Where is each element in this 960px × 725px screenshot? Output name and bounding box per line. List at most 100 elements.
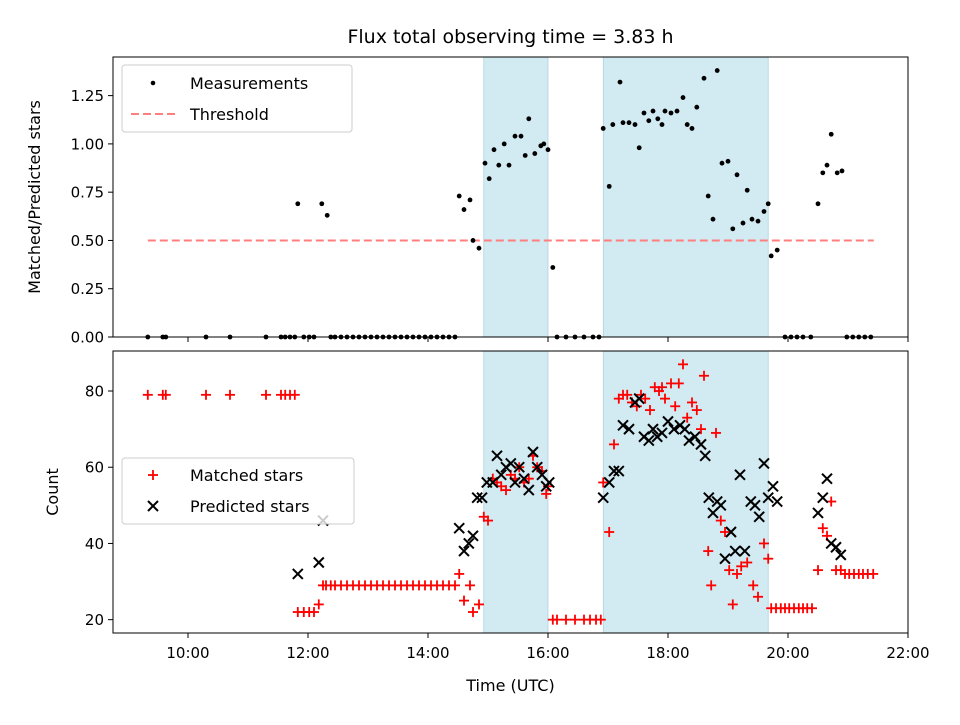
x-stroke-b <box>467 530 479 542</box>
time-x-tick-label: 16:00 <box>526 644 569 662</box>
predicted-star-point <box>623 423 635 435</box>
predicted-star-point <box>467 530 479 542</box>
x-stroke-b <box>767 480 779 492</box>
matched-star-point <box>736 561 747 572</box>
x-stroke-b <box>491 450 503 462</box>
measurement-point <box>632 122 638 127</box>
measurement-point <box>701 75 707 81</box>
matched-star-point <box>309 607 319 618</box>
matched-star-point <box>598 477 609 488</box>
matched-star-point <box>657 382 667 393</box>
measurement-point <box>506 162 512 168</box>
matched-star-point <box>468 607 478 618</box>
predicted-star-point <box>292 568 304 580</box>
measurement-point <box>705 193 711 199</box>
matched-star-point <box>678 359 688 370</box>
measurement-point <box>710 216 716 222</box>
predicted-star-point <box>513 461 525 473</box>
matched-star-point <box>465 580 475 591</box>
measurement-point <box>522 153 528 158</box>
matched-star-point <box>450 580 460 591</box>
ratio-panel-frame <box>112 56 909 338</box>
predicted-star-point <box>749 499 761 512</box>
ratio-legend-box <box>121 64 353 133</box>
measurement-point <box>674 108 680 114</box>
x-stroke-b <box>734 469 746 481</box>
predicted-star-point <box>543 476 555 489</box>
matched-star-point <box>570 614 580 625</box>
measurement-point <box>820 170 826 176</box>
predicted-star-point <box>527 446 539 458</box>
observing-windows-top <box>483 56 769 338</box>
x-stroke-b <box>683 434 695 447</box>
time-x-tick-label: 14:00 <box>406 644 449 662</box>
measurement-point <box>740 220 746 226</box>
legend-threshold-label: Threshold <box>189 105 269 124</box>
predicted-star-point <box>689 431 701 443</box>
measurement-point <box>295 201 301 207</box>
measurement-point <box>550 265 556 270</box>
measurement-point <box>617 79 623 85</box>
x-stroke-b <box>509 476 521 489</box>
time-x-tick-label: 20:00 <box>766 644 809 662</box>
predicted-star-point <box>495 469 507 481</box>
predicted-star-point <box>695 438 707 451</box>
chart-title: Flux total observing time = 3.83 h <box>347 26 673 48</box>
matched-star-point <box>691 405 702 416</box>
predicted-star-point <box>613 465 625 477</box>
x-stroke-b <box>597 492 609 504</box>
x-stroke-b <box>725 526 737 538</box>
matched-star-point <box>660 393 670 404</box>
x-stroke-b <box>608 465 620 477</box>
x-stroke-b <box>292 568 304 580</box>
predicted-star-point <box>662 415 674 428</box>
x-stroke-b <box>476 492 488 504</box>
predicted-star-point <box>518 472 530 485</box>
measurement-point <box>512 133 518 139</box>
measurement-point <box>655 116 661 122</box>
matched-star-point <box>622 389 633 400</box>
x-stroke-b <box>463 537 475 550</box>
predicted-star-point <box>719 552 731 565</box>
matched-star-point <box>711 427 721 438</box>
measurement-point <box>719 160 725 166</box>
matched-star-point <box>703 546 714 557</box>
time-x-tick-label: 10:00 <box>166 644 209 662</box>
x-stroke-b <box>603 476 615 489</box>
predicted-star-point <box>463 537 475 550</box>
x-stroke-b <box>536 469 548 481</box>
measurement-point <box>755 218 761 224</box>
x-stroke-b <box>699 450 711 462</box>
x-stroke-b <box>830 541 842 553</box>
x-stroke-b <box>729 545 741 557</box>
predicted-star-point <box>729 545 741 557</box>
legend-measurements-label: Measurements <box>190 74 308 93</box>
time-x-axis-label: Time (UTC) <box>465 676 554 695</box>
x-stroke-b <box>739 545 751 557</box>
count-panel-frame <box>112 350 909 634</box>
legend-plus-marker <box>148 470 158 480</box>
measurement-point <box>828 131 834 137</box>
ratio-y-ticks: 0.00 0.25 0.50 0.75 1.00 1.25 <box>71 87 113 347</box>
x-stroke-b <box>771 495 783 508</box>
ratio-y-tick-label: 0.50 <box>71 232 104 250</box>
x-stroke-b <box>531 461 543 473</box>
predicted-star-point <box>617 419 629 432</box>
predicted-star-point <box>531 461 543 473</box>
predicted-star-point <box>523 484 535 496</box>
x-stroke-b <box>458 545 470 557</box>
matched-star-point <box>687 397 697 408</box>
ratio-y-tick-label: 0.25 <box>71 280 104 298</box>
predicted-star-point <box>471 492 483 504</box>
matched-star-point <box>604 527 615 538</box>
measurement-point <box>324 212 330 218</box>
measurement-point <box>646 118 652 124</box>
measurement-point <box>636 145 642 151</box>
measurement-point <box>659 122 665 127</box>
x-stroke-b <box>662 415 674 428</box>
measurement-point <box>694 104 700 110</box>
predicted-star-point <box>491 450 503 462</box>
legend-predicted-marker <box>147 500 159 512</box>
x-stroke-b <box>656 427 668 439</box>
x-stroke-b <box>835 549 847 561</box>
